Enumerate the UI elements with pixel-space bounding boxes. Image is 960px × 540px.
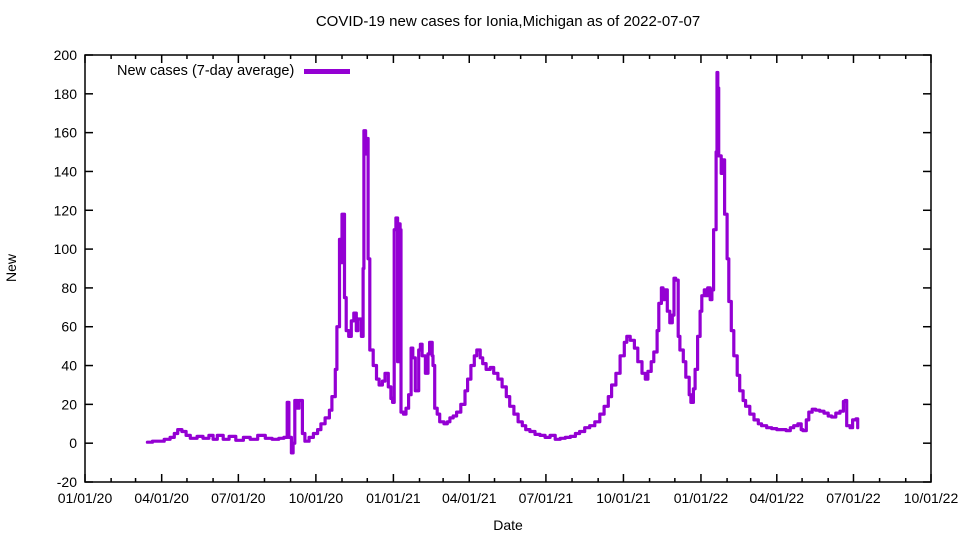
- y-tick-label: 0: [69, 435, 77, 451]
- y-axis-label: New: [3, 253, 19, 282]
- x-tick-label: 07/01/20: [211, 490, 266, 506]
- y-tick-label: -20: [57, 474, 77, 490]
- y-tick-label: 40: [61, 358, 77, 374]
- y-tick-label: 100: [54, 241, 78, 257]
- x-tick-label: 10/01/20: [289, 490, 344, 506]
- y-tick-label: 140: [54, 163, 78, 179]
- legend-label: New cases (7-day average): [117, 63, 295, 79]
- x-tick-label: 10/01/22: [904, 490, 959, 506]
- x-tick-label: 04/01/21: [442, 490, 497, 506]
- x-tick-label: 04/01/20: [134, 490, 189, 506]
- y-tick-label: 80: [61, 280, 77, 296]
- legend-line-swatch: [304, 68, 351, 74]
- y-tick-label: 180: [54, 86, 78, 102]
- x-tick-label: 04/01/22: [750, 490, 805, 506]
- x-tick-label: 01/01/22: [674, 490, 729, 506]
- y-tick-label: 20: [61, 396, 77, 412]
- y-tick-label: 60: [61, 319, 77, 335]
- y-tick-label: 160: [54, 125, 78, 141]
- x-tick-label: 01/01/21: [366, 490, 421, 506]
- y-tick-label: 120: [54, 202, 78, 218]
- chart-title: COVID-19 new cases for Ionia,Michigan as…: [315, 13, 701, 30]
- series-line: [145, 70, 860, 455]
- x-tick-label: 01/01/20: [58, 490, 113, 506]
- x-axis-label: Date: [493, 517, 523, 533]
- plot-border: [84, 54, 932, 483]
- y-tick-label: 200: [54, 47, 78, 63]
- x-tick-label: 10/01/21: [596, 490, 651, 506]
- x-tick-label: 07/01/22: [826, 490, 881, 506]
- x-tick-label: 07/01/21: [519, 490, 574, 506]
- legend: New cases (7-day average): [117, 62, 351, 80]
